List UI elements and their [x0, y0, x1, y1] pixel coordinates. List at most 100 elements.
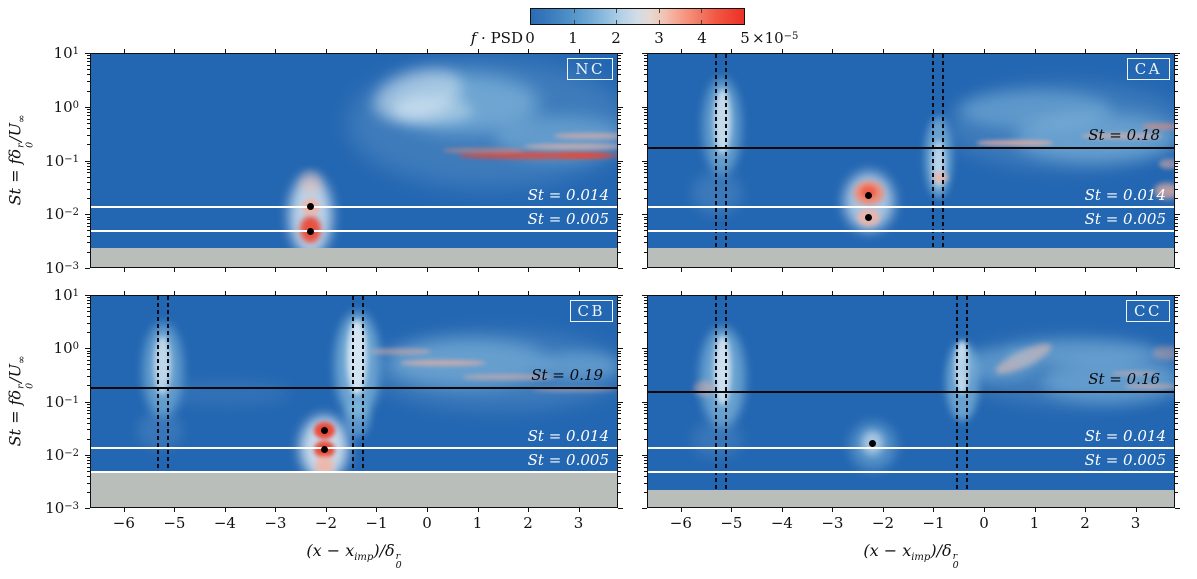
- x-tick: [325, 49, 327, 53]
- y-minor-tick: [87, 459, 90, 461]
- y-minor-tick: [1175, 322, 1178, 324]
- y-minor-tick: [644, 332, 647, 334]
- x-tick: [781, 268, 783, 272]
- x-tick-label: 1: [1029, 514, 1040, 532]
- y-minor-tick: [87, 176, 90, 178]
- heatmap-feature: [458, 151, 610, 159]
- y-minor-tick: [87, 61, 90, 63]
- y-minor-tick: [87, 222, 90, 224]
- panel-CA: St = 0.014 St = 0.005 St = 0.18 CA: [647, 53, 1175, 268]
- y-minor-tick: [618, 55, 621, 57]
- dashed-line: [941, 54, 944, 248]
- y-minor-tick: [644, 111, 647, 113]
- colorbar-tick: [701, 20, 703, 24]
- st-label-white: St = 0.014: [1084, 186, 1166, 205]
- colorbar-tick-label: 4: [697, 29, 707, 47]
- y-minor-tick: [644, 188, 647, 190]
- x-tick: [477, 49, 479, 53]
- y-minor-tick: [618, 356, 621, 358]
- colorbar-tick-label: 0: [525, 29, 535, 47]
- y-minor-tick: [644, 90, 647, 92]
- x-tick: [680, 268, 682, 272]
- x-tick: [882, 49, 884, 53]
- colorbar-tick: [616, 9, 618, 13]
- y-minor-tick: [1175, 168, 1178, 170]
- y-minor-tick: [644, 222, 647, 224]
- y-minor-tick: [644, 251, 647, 253]
- y-minor-tick: [1175, 429, 1178, 431]
- y-minor-tick: [1175, 172, 1178, 174]
- x-tick: [578, 508, 580, 512]
- y-minor-tick: [618, 111, 621, 113]
- heatmap-feature: [959, 91, 1112, 130]
- y-minor-tick: [618, 109, 621, 111]
- x-tick: [477, 508, 479, 512]
- marker-dot: [320, 446, 328, 454]
- y-minor-tick: [1175, 242, 1178, 244]
- y-tick: [618, 295, 623, 296]
- y-tick-label: 100: [53, 97, 79, 116]
- y-minor-tick: [87, 297, 90, 299]
- panel-badge-CA: CA: [1126, 58, 1170, 80]
- st-line-white: [648, 446, 1174, 449]
- y-tick: [642, 268, 647, 269]
- y-minor-tick: [618, 409, 621, 411]
- y-minor-tick: [87, 198, 90, 200]
- y-tick: [85, 401, 90, 403]
- st-label-white: St = 0.005: [527, 450, 609, 469]
- y-minor-tick: [618, 162, 621, 164]
- dashed-line: [156, 296, 159, 473]
- heatmap-feature: [1141, 123, 1174, 130]
- x-tick: [731, 49, 733, 53]
- y-minor-tick: [618, 181, 621, 183]
- y-minor-tick: [1175, 360, 1178, 362]
- y-minor-tick: [87, 466, 90, 468]
- dashed-line: [956, 296, 959, 490]
- heatmap-feature: [691, 172, 743, 216]
- y-minor-tick: [644, 311, 647, 313]
- y-minor-tick: [1175, 466, 1178, 468]
- y-minor-tick: [87, 385, 90, 387]
- y-minor-tick: [1175, 332, 1178, 334]
- y-minor-tick: [1175, 222, 1178, 224]
- x-tick: [832, 291, 834, 295]
- x-tick: [1085, 268, 1087, 272]
- y-minor-tick: [1175, 350, 1178, 352]
- x-tick: [680, 508, 682, 512]
- x-axis-label-text: (x − x: [306, 541, 355, 560]
- dashed-line: [361, 296, 364, 473]
- heatmap-feature: [160, 379, 292, 407]
- y-minor-tick: [87, 64, 90, 66]
- x-tick-label: −6: [669, 514, 692, 532]
- x-tick: [578, 291, 580, 295]
- x-tick: [781, 291, 783, 295]
- y-minor-tick: [87, 417, 90, 419]
- y-minor-tick: [618, 322, 621, 324]
- y-minor-tick: [644, 64, 647, 66]
- y-minor-tick: [1175, 470, 1178, 472]
- x-tick: [224, 508, 226, 512]
- y-tick: [1175, 401, 1180, 403]
- x-tick: [933, 49, 935, 53]
- y-minor-tick: [644, 235, 647, 237]
- y-minor-tick: [644, 128, 647, 130]
- y-minor-tick: [618, 219, 621, 221]
- y-minor-tick: [618, 350, 621, 352]
- st-label-white: St = 0.005: [527, 210, 609, 229]
- y-minor-tick: [618, 235, 621, 237]
- y-minor-tick: [618, 216, 621, 218]
- y-axis-label: St = fδ r 0/U∞: [6, 356, 36, 447]
- y-minor-tick: [1175, 457, 1178, 459]
- st-label-white: St = 0.014: [527, 186, 609, 205]
- y-minor-tick: [644, 115, 647, 117]
- y-minor-tick: [644, 230, 647, 232]
- y-minor-tick: [618, 462, 621, 464]
- y-minor-tick: [87, 376, 90, 378]
- y-minor-tick: [87, 462, 90, 464]
- y-minor-tick: [644, 413, 647, 415]
- x-tick: [123, 268, 125, 272]
- x-tick: [376, 291, 378, 295]
- x-tick: [174, 508, 176, 512]
- colorbar-label-f: f ·: [470, 29, 491, 47]
- y-minor-tick: [1175, 128, 1178, 130]
